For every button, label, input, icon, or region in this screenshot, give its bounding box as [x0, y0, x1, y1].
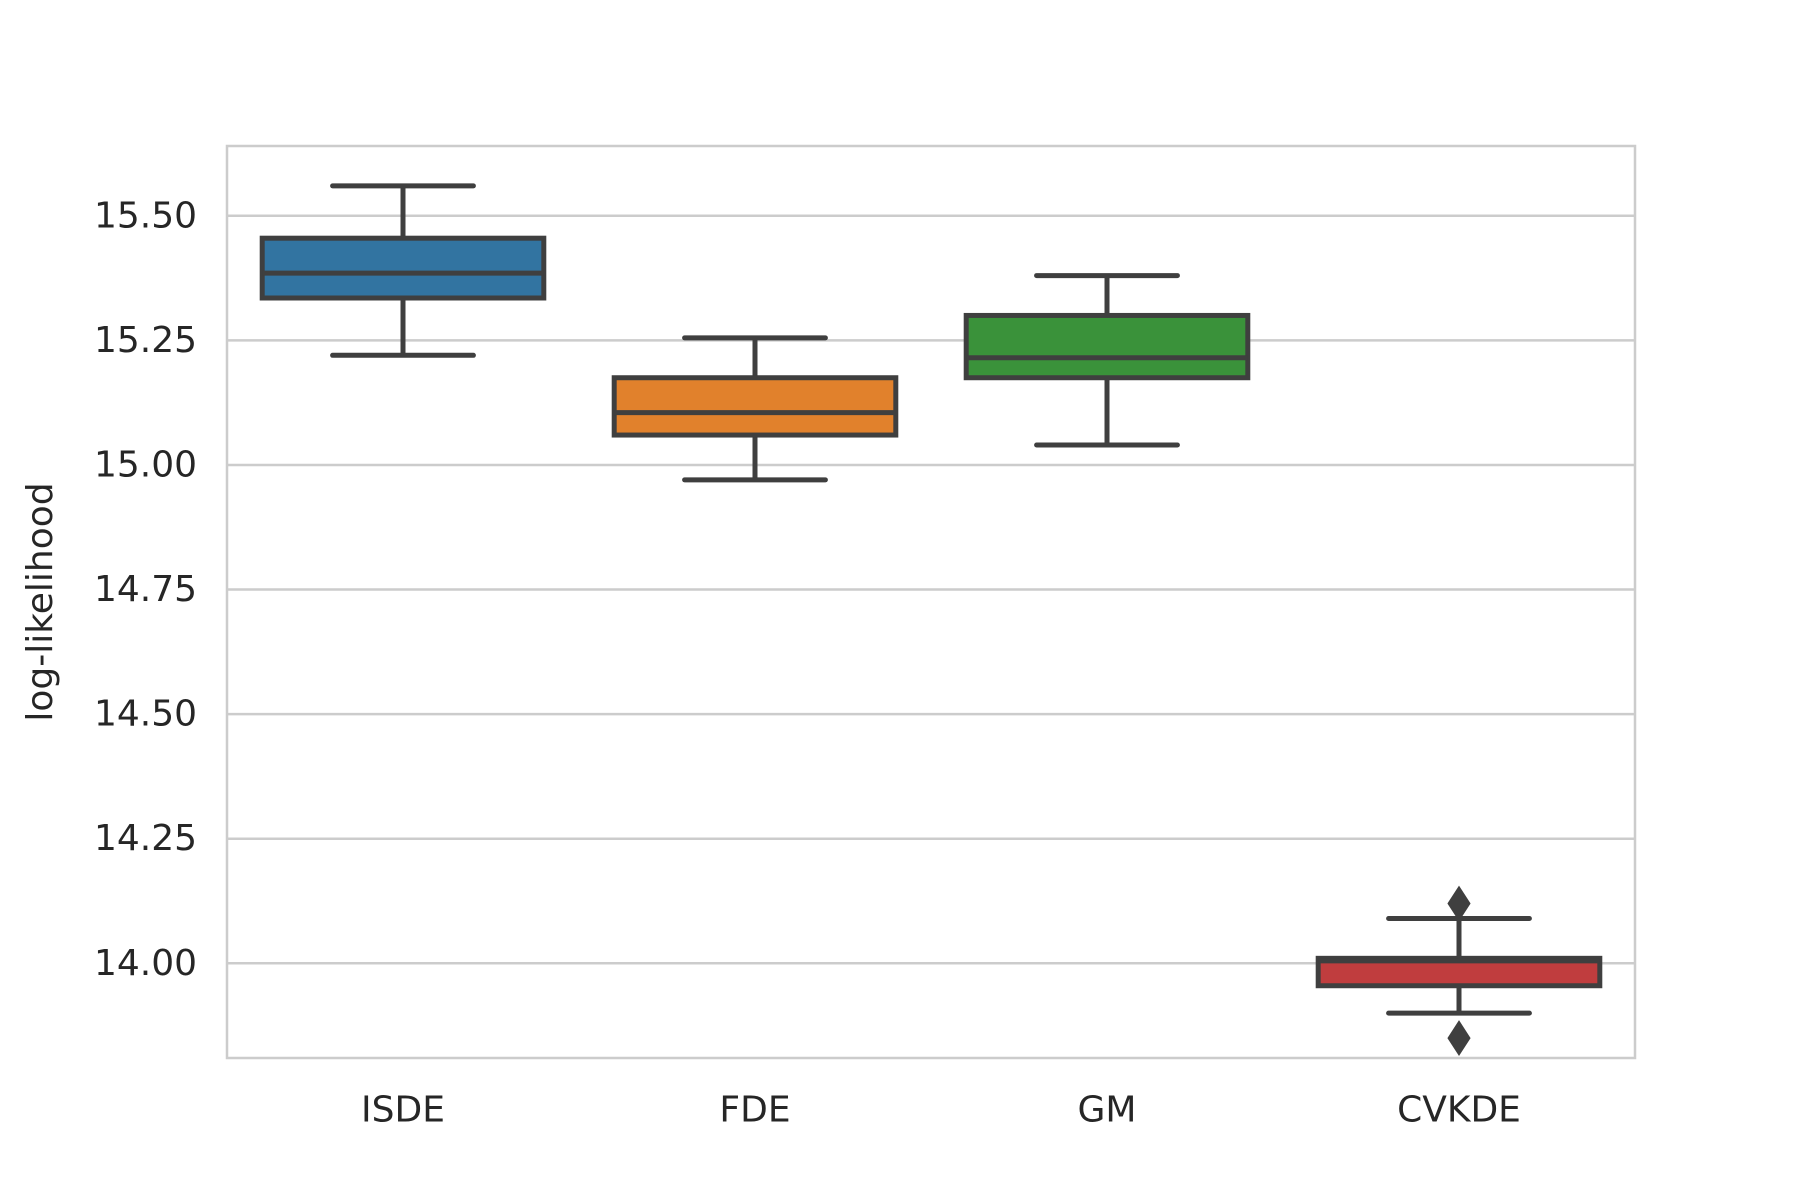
plot-frame: [225, 144, 1637, 1060]
box-gm: [963, 273, 1251, 448]
y-axis-label: log-likelihood: [20, 482, 61, 721]
grid-lines: [227, 214, 1635, 965]
outlier-marker: [1447, 1020, 1471, 1056]
y-tick-label: 15.50: [94, 195, 197, 236]
outlier-marker: [1447, 885, 1471, 922]
box-cvkde: [1315, 885, 1603, 1056]
y-tick-labels: 14.00 14.25 14.50 14.75 15.00 15.25 15.50: [94, 195, 197, 984]
y-tick-label: 14.50: [94, 694, 197, 735]
box-isde: [259, 183, 547, 358]
iqr-box: [611, 375, 899, 438]
y-tick-label: 14.00: [94, 943, 197, 984]
x-tick-label: GM: [1078, 1090, 1137, 1131]
y-tick-label: 14.25: [94, 818, 197, 859]
iqr-box: [259, 235, 547, 301]
x-tick-labels: ISDE FDE GM CVKDE: [361, 1090, 1521, 1131]
iqr-box: [963, 312, 1251, 381]
y-tick-label: 15.00: [94, 444, 197, 485]
x-tick-label: ISDE: [361, 1090, 445, 1131]
x-tick-label: CVKDE: [1397, 1090, 1521, 1131]
box-series: [259, 183, 1603, 1056]
x-tick-label: FDE: [719, 1090, 790, 1131]
y-tick-label: 15.25: [94, 320, 197, 361]
box-fde: [611, 335, 899, 483]
y-tick-label: 14.75: [94, 569, 197, 610]
